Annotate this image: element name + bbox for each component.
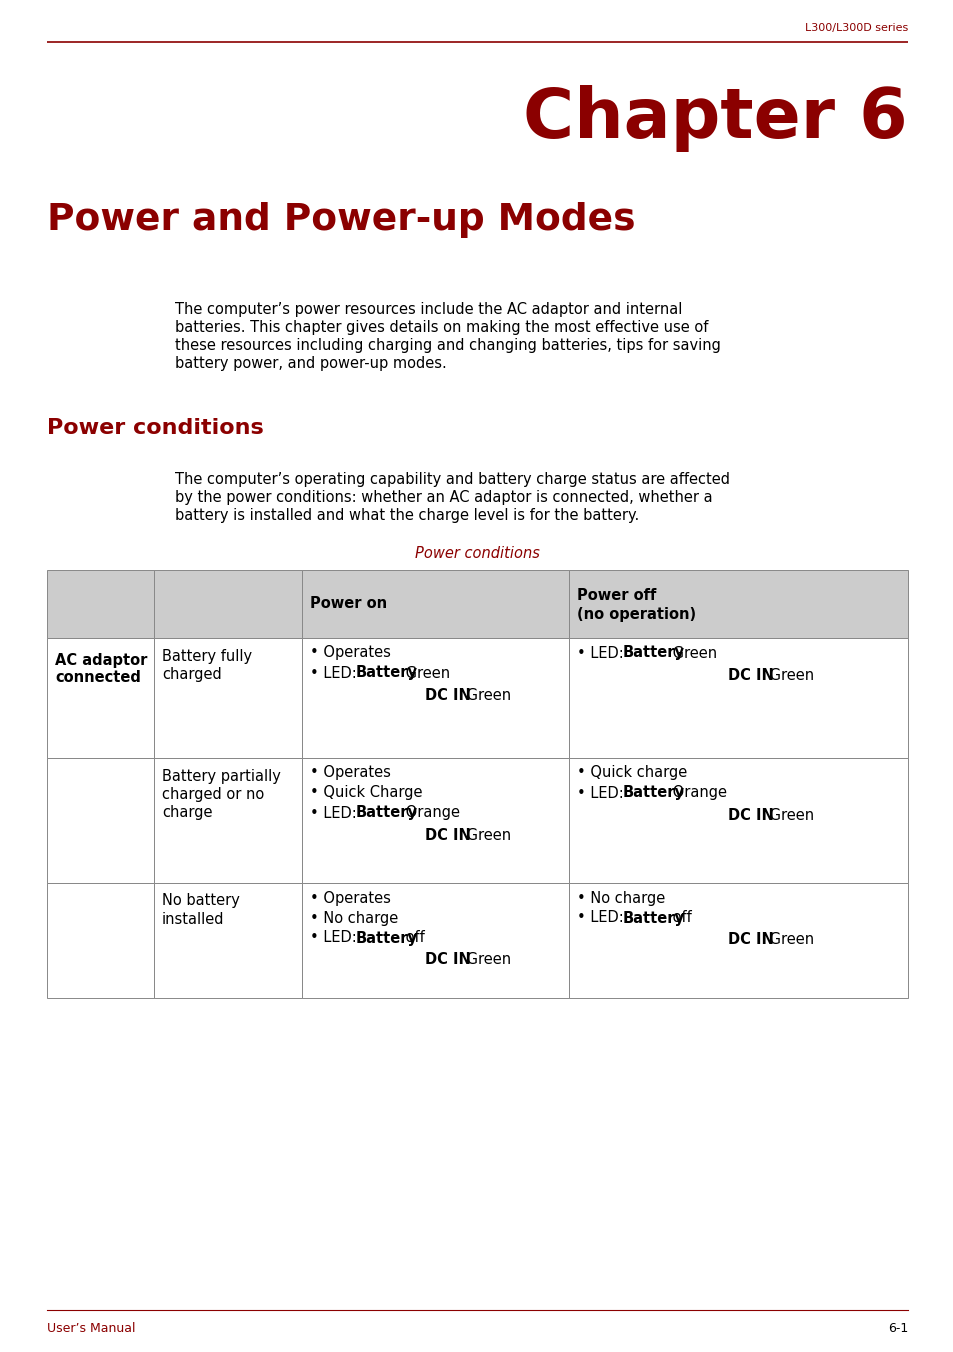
Bar: [568, 571, 907, 638]
Text: Orange: Orange: [400, 806, 459, 821]
Text: • Quick Charge: • Quick Charge: [310, 786, 422, 800]
Text: Battery: Battery: [622, 786, 684, 800]
Bar: [153, 883, 302, 998]
Text: battery is installed and what the charge level is for the battery.: battery is installed and what the charge…: [174, 508, 639, 523]
Text: Battery partially: Battery partially: [162, 768, 280, 784]
Bar: [47, 883, 153, 998]
Text: • Operates: • Operates: [310, 765, 391, 780]
Text: AC adaptor: AC adaptor: [55, 653, 147, 668]
Text: • Quick charge: • Quick charge: [577, 765, 686, 780]
Bar: [302, 638, 568, 758]
Text: No battery: No battery: [162, 894, 239, 909]
Text: The computer’s operating capability and battery charge status are affected: The computer’s operating capability and …: [174, 472, 729, 487]
Text: Green: Green: [764, 933, 813, 948]
Text: • Operates: • Operates: [310, 645, 391, 661]
Text: DC IN: DC IN: [727, 933, 773, 948]
Text: • LED:: • LED:: [310, 930, 361, 945]
Text: 6-1: 6-1: [887, 1321, 907, 1334]
Text: The computer’s power resources include the AC adaptor and internal: The computer’s power resources include t…: [174, 301, 681, 316]
Text: Green: Green: [764, 668, 813, 683]
Text: DC IN: DC IN: [727, 807, 773, 822]
Text: • LED:: • LED:: [310, 806, 361, 821]
Text: • No charge: • No charge: [577, 891, 664, 906]
Text: Power conditions: Power conditions: [47, 418, 263, 438]
Text: Battery: Battery: [622, 645, 684, 661]
Text: charge: charge: [162, 804, 213, 819]
Bar: [47, 571, 153, 638]
Text: DC IN: DC IN: [424, 953, 471, 968]
Bar: [568, 758, 907, 883]
Text: off: off: [667, 910, 691, 926]
Text: • LED:: • LED:: [577, 645, 628, 661]
Text: these resources including charging and changing batteries, tips for saving: these resources including charging and c…: [174, 338, 720, 353]
Text: charged or no: charged or no: [162, 787, 264, 802]
Text: • No charge: • No charge: [310, 910, 397, 926]
Text: • LED:: • LED:: [577, 786, 628, 800]
Text: Power off: Power off: [577, 588, 656, 603]
Bar: [302, 883, 568, 998]
Text: Orange: Orange: [667, 786, 726, 800]
Bar: [153, 638, 302, 758]
Text: Power conditions: Power conditions: [415, 545, 538, 561]
Bar: [47, 638, 153, 758]
Bar: [302, 571, 568, 638]
Text: batteries. This chapter gives details on making the most effective use of: batteries. This chapter gives details on…: [174, 320, 708, 335]
Text: Power on: Power on: [310, 596, 387, 611]
Text: (no operation): (no operation): [577, 607, 696, 622]
Text: DC IN: DC IN: [727, 668, 773, 683]
Bar: [47, 758, 153, 883]
Text: Battery: Battery: [355, 930, 417, 945]
Text: DC IN: DC IN: [424, 688, 471, 703]
Bar: [568, 638, 907, 758]
Text: • Operates: • Operates: [310, 891, 391, 906]
Text: connected: connected: [55, 671, 141, 685]
Text: Battery: Battery: [355, 665, 417, 680]
Text: Green: Green: [461, 827, 511, 842]
Text: Green: Green: [461, 953, 511, 968]
Text: by the power conditions: whether an AC adaptor is connected, whether a: by the power conditions: whether an AC a…: [174, 489, 712, 506]
Text: Green: Green: [461, 688, 511, 703]
Text: L300/L300D series: L300/L300D series: [804, 23, 907, 32]
Text: Battery: Battery: [355, 806, 417, 821]
Text: Power and Power-up Modes: Power and Power-up Modes: [47, 201, 635, 238]
Text: • LED:: • LED:: [577, 910, 628, 926]
Text: Battery fully: Battery fully: [162, 649, 252, 664]
Text: DC IN: DC IN: [424, 827, 471, 842]
Text: Chapter 6: Chapter 6: [523, 84, 907, 151]
Text: installed: installed: [162, 911, 224, 926]
Bar: [153, 758, 302, 883]
Text: off: off: [400, 930, 424, 945]
Bar: [302, 758, 568, 883]
Bar: [568, 883, 907, 998]
Text: • LED:: • LED:: [310, 665, 361, 680]
Text: battery power, and power-up modes.: battery power, and power-up modes.: [174, 356, 446, 370]
Text: charged: charged: [162, 667, 221, 681]
Text: Green: Green: [764, 807, 813, 822]
Text: User’s Manual: User’s Manual: [47, 1321, 135, 1334]
Text: Green: Green: [400, 665, 450, 680]
Text: Battery: Battery: [622, 910, 684, 926]
Text: Green: Green: [667, 645, 717, 661]
Bar: [153, 571, 302, 638]
